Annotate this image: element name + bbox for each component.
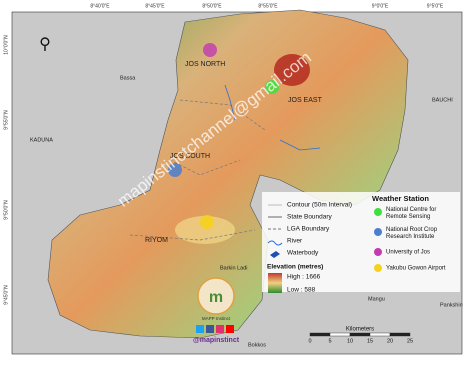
logo-mark: m [209, 289, 223, 306]
grid-label: 9°5'0"E [427, 3, 444, 9]
high-relief [274, 54, 310, 86]
legend-label: LGA Boundary [287, 226, 330, 233]
river [224, 84, 321, 151]
station-ncrs [265, 80, 279, 94]
grid-label: 8°55'0"E [258, 3, 278, 9]
plateau-relief [47, 9, 409, 339]
station-symbol [374, 228, 382, 236]
station-symbol [374, 248, 382, 256]
grid-label: 9°50'0"N [3, 200, 9, 220]
grid-label: 9°45'0"N [3, 285, 9, 305]
legend-symbol [267, 240, 283, 246]
legend-label: Contour (50m Interval) [287, 202, 352, 209]
station-label: University of Jos [386, 250, 430, 256]
legend-label: Low : 588 [287, 287, 316, 294]
station-title: Weather Station [372, 194, 429, 203]
place-label: Mangu [368, 296, 385, 302]
legend-title: Elevation (metres) [267, 264, 323, 271]
scale-tick-label: 0 [308, 338, 311, 344]
scale-tick-label: 5 [328, 338, 331, 344]
station-label: Yakubu Gowon Airport [386, 266, 446, 272]
scale-segment [389, 332, 411, 337]
lga-boundary [129, 99, 266, 241]
legend-label: Waterbody [287, 250, 319, 257]
grid-label: 10°0'0"N [3, 35, 9, 55]
scale-segment [329, 332, 351, 337]
legend-symbol [270, 251, 280, 258]
scale-bar: 0 5 10 15 20 25 [308, 332, 413, 344]
station-label: National Root Crop Research Institute [386, 227, 438, 240]
instagram-icon [216, 325, 224, 333]
youtube-icon [226, 325, 234, 333]
station-label: National Centre for Remote Sensing [386, 207, 436, 220]
facebook-icon [206, 325, 214, 333]
scale-tick-label: 25 [407, 338, 413, 344]
twitter-icon [196, 325, 204, 333]
logo [197, 277, 235, 315]
lga-label: JOS EAST [288, 97, 323, 104]
station-symbol [374, 264, 382, 272]
station-label: National Centre for Remote Sensing [386, 207, 436, 220]
station-university-of-jos [203, 43, 217, 57]
legend-label: State Boundary [287, 214, 333, 221]
grid-label: 9°0'0"E [372, 3, 389, 9]
station-nrcri [168, 163, 182, 177]
grid-label: 8°40'0"E [90, 3, 110, 9]
lga-label: JOS NORTH [185, 61, 225, 68]
station-symbol [374, 208, 382, 216]
place-label: KADUNA [30, 137, 53, 143]
grid-label: 9°55'0"N [3, 110, 9, 130]
scale-tick-label: 20 [387, 338, 393, 344]
elevation-ramp [268, 273, 282, 293]
north-arrow: ⚲ [39, 36, 51, 53]
station-label: National Root Crop Research Institute [386, 227, 438, 240]
legend-label: High : 1666 [287, 274, 321, 281]
scale-segment [309, 332, 331, 337]
place-label: Bassa [120, 75, 136, 81]
scale-tick-label: 15 [367, 338, 373, 344]
legend-box [262, 192, 460, 292]
place-label: Barkin Ladi [220, 265, 248, 271]
lga-label: JOS SOUTH [170, 153, 210, 160]
grid-label: 8°45'0"E [145, 3, 165, 9]
grid-label: 8°50'0"E [202, 3, 222, 9]
legend-label: River [287, 238, 303, 245]
scale-title: Kilometers [346, 327, 374, 333]
lga-label: RIYOM [145, 237, 168, 244]
place-label: BAUCHI [432, 97, 453, 103]
scale-tick-label: 10 [347, 338, 353, 344]
logo-handle: @mapinstinct [193, 337, 240, 344]
station-airport [200, 215, 214, 229]
plain [175, 216, 235, 244]
place-label: Pankshin [440, 302, 463, 308]
logo-name: MAPP Instinct [202, 316, 231, 321]
place-label: Bokkos [248, 342, 266, 348]
scale-segment [369, 332, 391, 337]
scale-segment [349, 332, 371, 337]
